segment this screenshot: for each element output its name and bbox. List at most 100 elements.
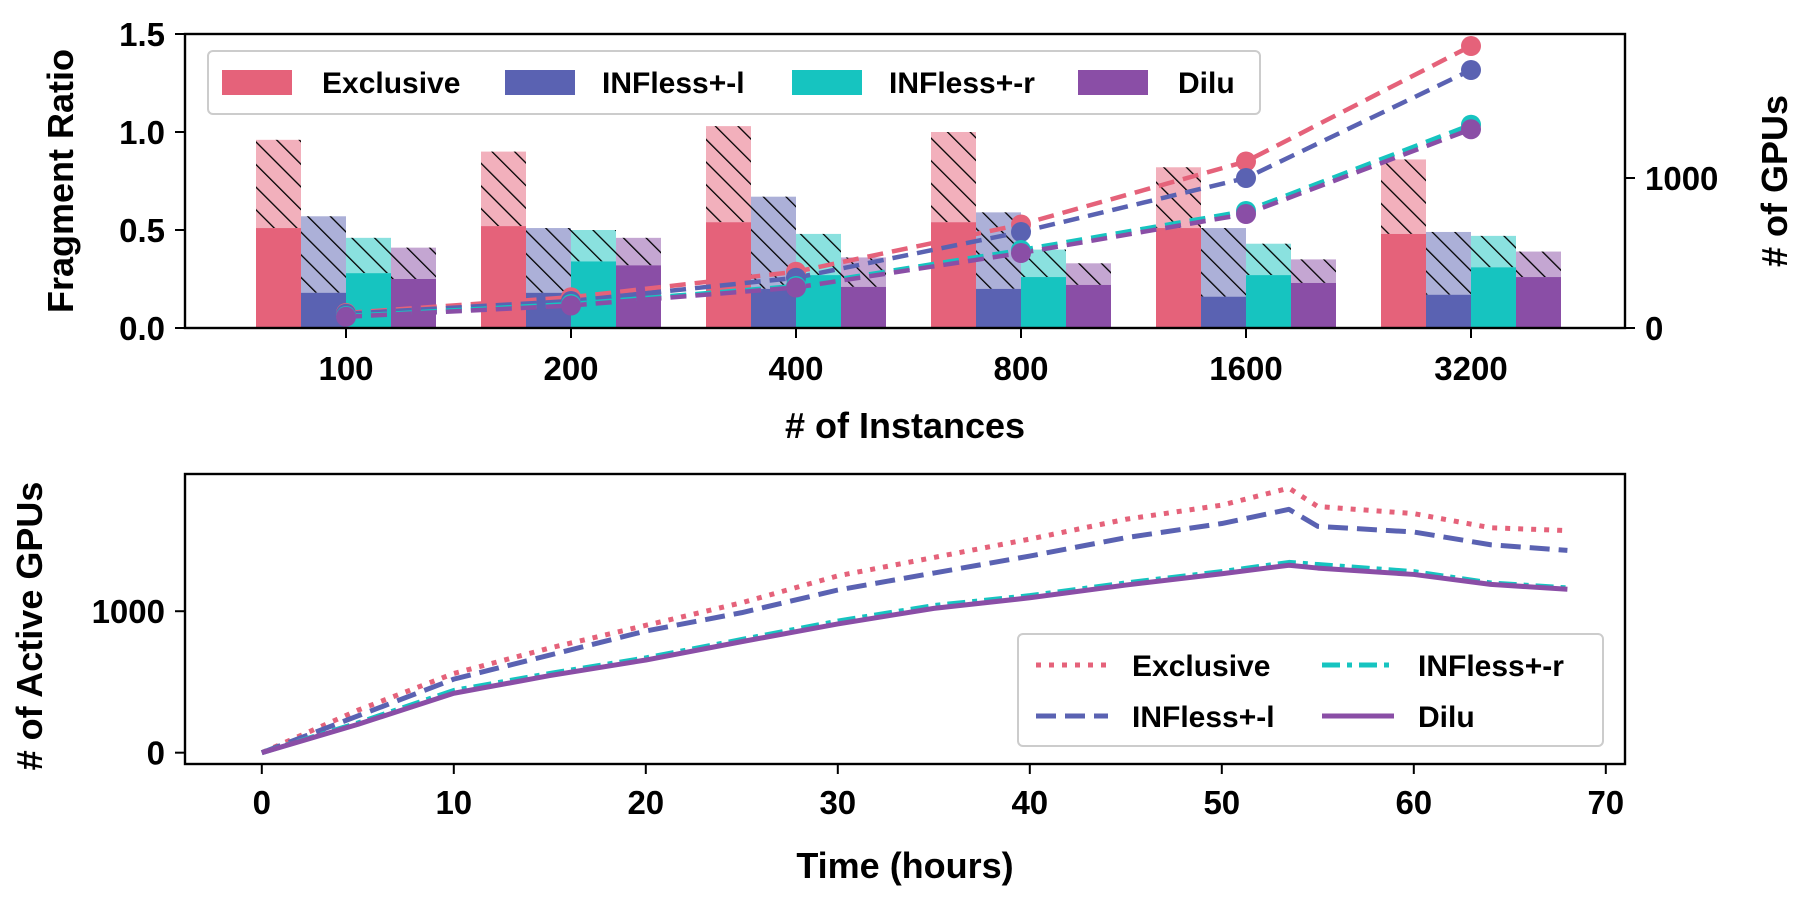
top-x-tick-label: 400 bbox=[768, 350, 823, 387]
bar-hatch-pattern-dilu bbox=[1516, 251, 1561, 278]
legend-label-infless-r-bottom: INFless+-r bbox=[1418, 650, 1564, 683]
active-gpus-chart: 0 1000 0 10 20 30 40 50 60 70 # of Active GPUs T… bbox=[9, 472, 1627, 886]
top-y-tick-label: 0.0 bbox=[119, 310, 165, 347]
bar-solid-infless-l bbox=[751, 288, 796, 328]
legend-swatch-dilu bbox=[1078, 70, 1148, 95]
bar-solid-dilu bbox=[391, 279, 436, 328]
top-y-tick-label: 0.5 bbox=[119, 212, 165, 249]
bar-hatch-pattern-exclusive bbox=[706, 126, 751, 223]
top-x-ticks: 100 200 400 800 1600 3200 bbox=[318, 328, 1508, 387]
top-x-tick-label: 3200 bbox=[1434, 350, 1507, 387]
bar-solid-exclusive bbox=[1381, 233, 1426, 328]
gpu-point-dilu bbox=[786, 277, 806, 298]
bar-hatch-pattern-exclusive bbox=[256, 139, 301, 229]
bottom-x-tick-label: 60 bbox=[1395, 784, 1432, 821]
legend-swatch-infless-l bbox=[505, 70, 575, 95]
bottom-x-tick-label: 30 bbox=[819, 784, 856, 821]
gpu-point-dilu bbox=[336, 306, 356, 327]
bar-hatch-pattern-infless-r bbox=[346, 237, 391, 274]
bar-solid-infless-r bbox=[1021, 277, 1066, 328]
bottom-legend: Exclusive INFless+-r INFless+-l Dilu bbox=[1017, 633, 1604, 747]
legend-label-infless-l: INFless+-l bbox=[602, 67, 745, 100]
top-x-axis-title: # of Instances bbox=[785, 405, 1025, 446]
gpu-point-infless-l bbox=[1461, 60, 1481, 80]
gpu-line-exclusive bbox=[345, 43, 1473, 316]
active-gpu-line-infless-l bbox=[260, 506, 1568, 756]
gpu-point-dilu bbox=[561, 295, 581, 316]
legend-label-infless-l-bottom: INFless+-l bbox=[1132, 701, 1275, 734]
bar-hatch-pattern-exclusive bbox=[481, 151, 526, 227]
bottom-y-tick-label: 0 bbox=[147, 735, 165, 772]
top-legend-box bbox=[207, 50, 1261, 115]
bar-hatch-pattern-infless-r bbox=[1246, 243, 1291, 276]
bar-solid-dilu bbox=[841, 286, 886, 328]
bottom-x-axis-title: Time (hours) bbox=[796, 845, 1013, 886]
legend-label-exclusive-bottom: Exclusive bbox=[1132, 650, 1270, 683]
gpu-point-dilu bbox=[1461, 119, 1481, 140]
gpu-point-dilu bbox=[1236, 204, 1256, 224]
bar-hatch-pattern-dilu bbox=[1291, 259, 1336, 283]
top-y-tick-label: 1.0 bbox=[119, 114, 165, 151]
top-right-y-tick-label: 0 bbox=[1645, 310, 1663, 347]
bar-solid-infless-r bbox=[1471, 267, 1516, 328]
bar-hatch-pattern-infless-r bbox=[571, 230, 616, 262]
legend-label-infless-r: INFless+-r bbox=[889, 67, 1035, 100]
top-right-y-tick-label: 1000 bbox=[1645, 160, 1718, 197]
bar-hatch-pattern-exclusive bbox=[1381, 159, 1426, 234]
bar-hatch-pattern-exclusive bbox=[931, 132, 976, 223]
gpu-point-exclusive bbox=[1461, 36, 1481, 56]
bar-solid-dilu bbox=[1516, 277, 1561, 328]
gpu-point-infless-l bbox=[1236, 168, 1256, 188]
active-gpu-line-dilu bbox=[261, 562, 1568, 756]
bar-solid-infless-l bbox=[976, 288, 1021, 328]
bars-group bbox=[256, 126, 1561, 328]
top-y-tick-label: 1.5 bbox=[119, 16, 165, 53]
bottom-x-tick-label: 10 bbox=[435, 784, 472, 821]
bar-hatch-pattern-infless-l bbox=[301, 216, 346, 293]
bar-solid-exclusive bbox=[1156, 228, 1201, 328]
top-x-tick-label: 100 bbox=[318, 350, 373, 387]
legend-label-exclusive: Exclusive bbox=[322, 67, 460, 100]
bottom-y-tick-label: 1000 bbox=[92, 593, 165, 630]
gpu-line-infless-l bbox=[345, 67, 1472, 316]
bar-solid-dilu bbox=[1291, 282, 1336, 328]
top-right-y-axis-title: # of GPUs bbox=[1754, 95, 1795, 267]
bottom-x-tick-label: 50 bbox=[1203, 784, 1240, 821]
bottom-axes-frame bbox=[183, 472, 1627, 766]
bar-hatch-pattern-infless-l bbox=[1201, 228, 1246, 297]
bar-solid-exclusive bbox=[481, 226, 526, 328]
bottom-y-ticks: 0 1000 bbox=[92, 593, 185, 772]
gpu-point-dilu bbox=[1011, 243, 1031, 263]
bar-hatch-pattern-infless-l bbox=[526, 228, 571, 293]
bar-hatch-pattern-infless-r bbox=[1471, 235, 1516, 268]
top-y-axis-title: Fragment Ratio bbox=[40, 49, 81, 313]
bottom-x-ticks: 0 10 20 30 40 50 60 70 bbox=[253, 764, 1624, 821]
bottom-x-tick-label: 70 bbox=[1587, 784, 1624, 821]
top-x-tick-label: 800 bbox=[993, 350, 1048, 387]
bar-hatch-pattern-dilu bbox=[391, 247, 436, 279]
top-right-y-ticks: 0 1000 bbox=[1625, 160, 1718, 347]
gpu-lines-group bbox=[336, 36, 1481, 327]
bottom-x-tick-label: 20 bbox=[627, 784, 664, 821]
top-left-y-ticks: 0.0 0.5 1.0 1.5 bbox=[119, 16, 185, 347]
active-gpu-line-exclusive bbox=[260, 485, 1568, 755]
bar-hatch-pattern-infless-l bbox=[1426, 231, 1471, 295]
legend-swatch-exclusive bbox=[222, 70, 292, 95]
bar-hatch-pattern-dilu bbox=[616, 237, 661, 266]
bar-solid-exclusive bbox=[706, 222, 751, 328]
legend-label-dilu-bottom: Dilu bbox=[1418, 701, 1475, 734]
gpu-point-exclusive bbox=[1236, 151, 1256, 172]
bar-solid-infless-l bbox=[1426, 294, 1471, 328]
bottom-x-tick-label: 0 bbox=[253, 784, 271, 821]
bar-hatch-pattern-dilu bbox=[1066, 263, 1111, 285]
bar-solid-dilu bbox=[1066, 284, 1111, 328]
top-legend: Exclusive INFless+-l INFless+-r Dilu bbox=[207, 50, 1261, 115]
bottom-x-tick-label: 40 bbox=[1011, 784, 1048, 821]
legend-swatch-infless-r bbox=[792, 70, 862, 95]
top-x-tick-label: 1600 bbox=[1209, 350, 1282, 387]
gpu-line-dilu bbox=[345, 127, 1472, 319]
bar-solid-exclusive bbox=[256, 228, 301, 328]
legend-label-dilu: Dilu bbox=[1178, 67, 1235, 100]
